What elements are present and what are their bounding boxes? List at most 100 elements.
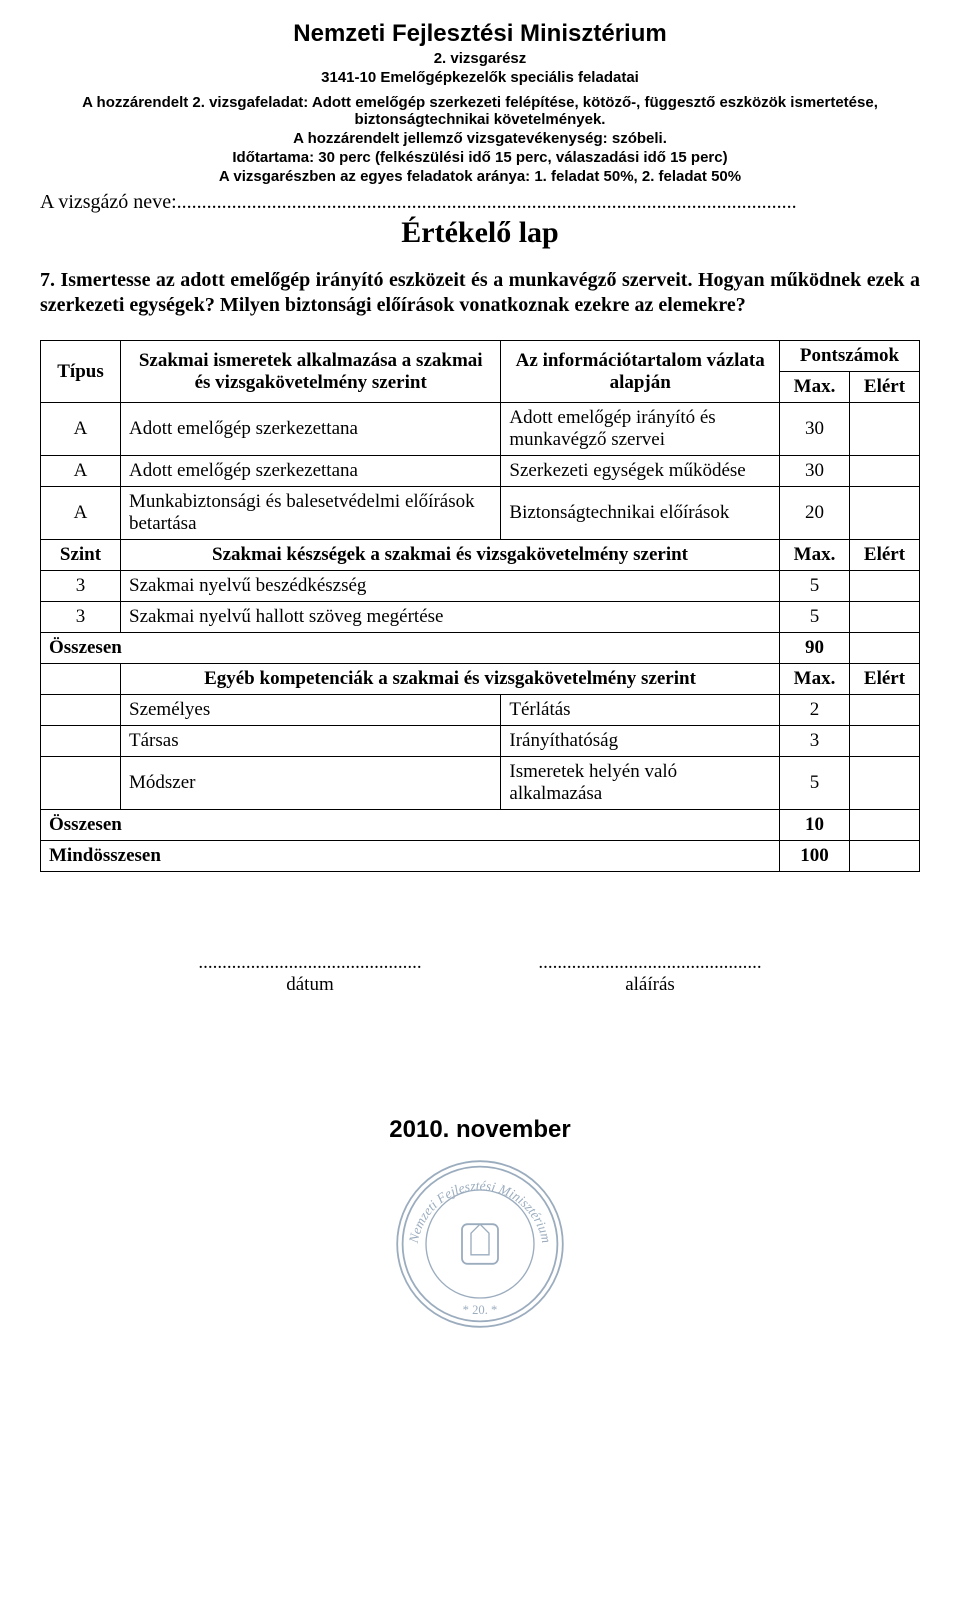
cell-blank [41,757,121,810]
egyeb-blank [41,664,121,695]
cell-max: 20 [780,487,850,540]
sign-signature-block: ........................................… [520,952,780,996]
weights-desc: A vizsgarészben az egyes feladatok arány… [40,168,920,185]
sign-dots: ........................................… [538,952,761,973]
duration-desc: Időtartama: 30 perc (felkészülési idő 15… [40,149,920,166]
evaluation-table: Típus Szakmai ismeretek alkalmazása a sz… [40,340,920,872]
head-elert: Elért [850,372,920,403]
date-signature-block: ........................................… [180,952,440,996]
cell-max: 2 [780,695,850,726]
osszesen2-label: Összesen [41,810,780,841]
table-osszesen-2: Összesen 10 [41,810,920,841]
head-pont: Pontszámok [780,341,920,372]
cell-tipus: A [41,456,121,487]
osszesen1-label: Összesen [41,633,780,664]
header-block: Nemzeti Fejlesztési Minisztérium 2. vizs… [40,20,920,86]
cell-elert [850,403,920,456]
cell-info: Szerkezeti egységek működése [501,456,780,487]
table-mindosszesen: Mindösszesen 100 [41,841,920,872]
cell-elert [850,487,920,540]
date-label: dátum [286,974,334,995]
stamp-area: Nemzeti Fejlesztési Minisztérium * 20. * [40,1154,920,1339]
cell-elert [850,571,920,602]
egyeb-label: Egyéb kompetenciák a szakmai és vizsgakö… [121,664,780,695]
table-row: Személyes Térlátás 2 [41,695,920,726]
footer-date: 2010. november [40,1116,920,1144]
page: Nemzeti Fejlesztési Minisztérium 2. vizs… [0,0,960,1379]
head-info: Az információtartalom vázlata alapján [501,341,780,403]
osszesen2-elert [850,810,920,841]
sign-label: aláírás [625,974,675,995]
cell-cat: Személyes [121,695,501,726]
svg-text:Nemzeti Fejlesztési Minisztéri: Nemzeti Fejlesztési Minisztérium [406,1178,555,1245]
mind-elert [850,841,920,872]
cell-max: 30 [780,456,850,487]
table-row: Módszer Ismeretek helyén való alkalmazás… [41,757,920,810]
candidate-name-line: A vizsgázó neve:........................… [40,191,920,214]
table-row: A Munkabiztonsági és balesetvédelmi előí… [41,487,920,540]
osszesen1-elert [850,633,920,664]
szint-label: Szint [41,540,121,571]
szint-max: Max. [780,540,850,571]
stamp-bottom-text: * 20. * [463,1303,498,1317]
table-egyeb-head: Egyéb kompetenciák a szakmai és vizsgakö… [41,664,920,695]
osszesen1-max: 90 [780,633,850,664]
mind-max: 100 [780,841,850,872]
szint-elert: Elért [850,540,920,571]
cell-elert [850,695,920,726]
cell-tipus: A [41,403,121,456]
cell-elert [850,602,920,633]
cell-label: Ismeretek helyén való alkalmazása [501,757,780,810]
cell-elert [850,726,920,757]
exam-part: 2. vizsgarész [40,50,920,67]
evaluation-sheet-title: Értékelő lap [40,216,920,250]
assignment-desc: A hozzárendelt 2. vizsgafeladat: Adott e… [40,94,920,128]
osszesen2-max: 10 [780,810,850,841]
cell-max: 5 [780,571,850,602]
cell-szakmai: Adott emelőgép szerkezettana [121,456,501,487]
exam-code: 3141-10 Emelőgépkezelők speciális felada… [40,69,920,86]
cell-elert [850,757,920,810]
szint-desc: Szakmai készségek a szakmai és vizsgaköv… [121,540,780,571]
table-row: 3 Szakmai nyelvű hallott szöveg megértés… [41,602,920,633]
stamp-top-text: Nemzeti Fejlesztési Minisztérium [406,1178,555,1245]
cell-szakmai: Adott emelőgép szerkezettana [121,403,501,456]
table-osszesen-1: Összesen 90 [41,633,920,664]
cell-cat: Módszer [121,757,501,810]
cell-label: Térlátás [501,695,780,726]
stamp-icon: Nemzeti Fejlesztési Minisztérium * 20. * [390,1154,570,1334]
cell-max: 5 [780,757,850,810]
cell-szakmai: Munkabiztonsági és balesetvédelmi előírá… [121,487,501,540]
head-szakmai: Szakmai ismeretek alkalmazása a szakmai … [121,341,501,403]
table-row: Társas Irányíthatóság 3 [41,726,920,757]
table-row: A Adott emelőgép szerkezettana Adott eme… [41,403,920,456]
cell-info: Biztonságtechnikai előírások [501,487,780,540]
cell-szint: 3 [41,571,121,602]
cell-label: Irányíthatóság [501,726,780,757]
cell-label: Szakmai nyelvű beszédkészség [121,571,780,602]
table-row: A Adott emelőgép szerkezettana Szerkezet… [41,456,920,487]
table-szint-head: Szint Szakmai készségek a szakmai és viz… [41,540,920,571]
cell-blank [41,695,121,726]
ministry-title: Nemzeti Fejlesztési Minisztérium [40,20,920,48]
cell-elert [850,456,920,487]
cell-label: Szakmai nyelvű hallott szöveg megértése [121,602,780,633]
cell-tipus: A [41,487,121,540]
head-tipus: Típus [41,341,121,403]
cell-max: 3 [780,726,850,757]
table-head-row-1: Típus Szakmai ismeretek alkalmazása a sz… [41,341,920,372]
mind-label: Mindösszesen [41,841,780,872]
head-max: Max. [780,372,850,403]
cell-max: 30 [780,403,850,456]
cell-info: Adott emelőgép irányító és munkavégző sz… [501,403,780,456]
cell-szint: 3 [41,602,121,633]
egyeb-max: Max. [780,664,850,695]
cell-cat: Társas [121,726,501,757]
signature-row: ........................................… [180,952,780,996]
activity-desc: A hozzárendelt jellemző vizsgatevékenysé… [40,130,920,147]
cell-max: 5 [780,602,850,633]
egyeb-elert: Elért [850,664,920,695]
cell-blank [41,726,121,757]
table-row: 3 Szakmai nyelvű beszédkészség 5 [41,571,920,602]
date-dots: ........................................… [198,952,421,973]
